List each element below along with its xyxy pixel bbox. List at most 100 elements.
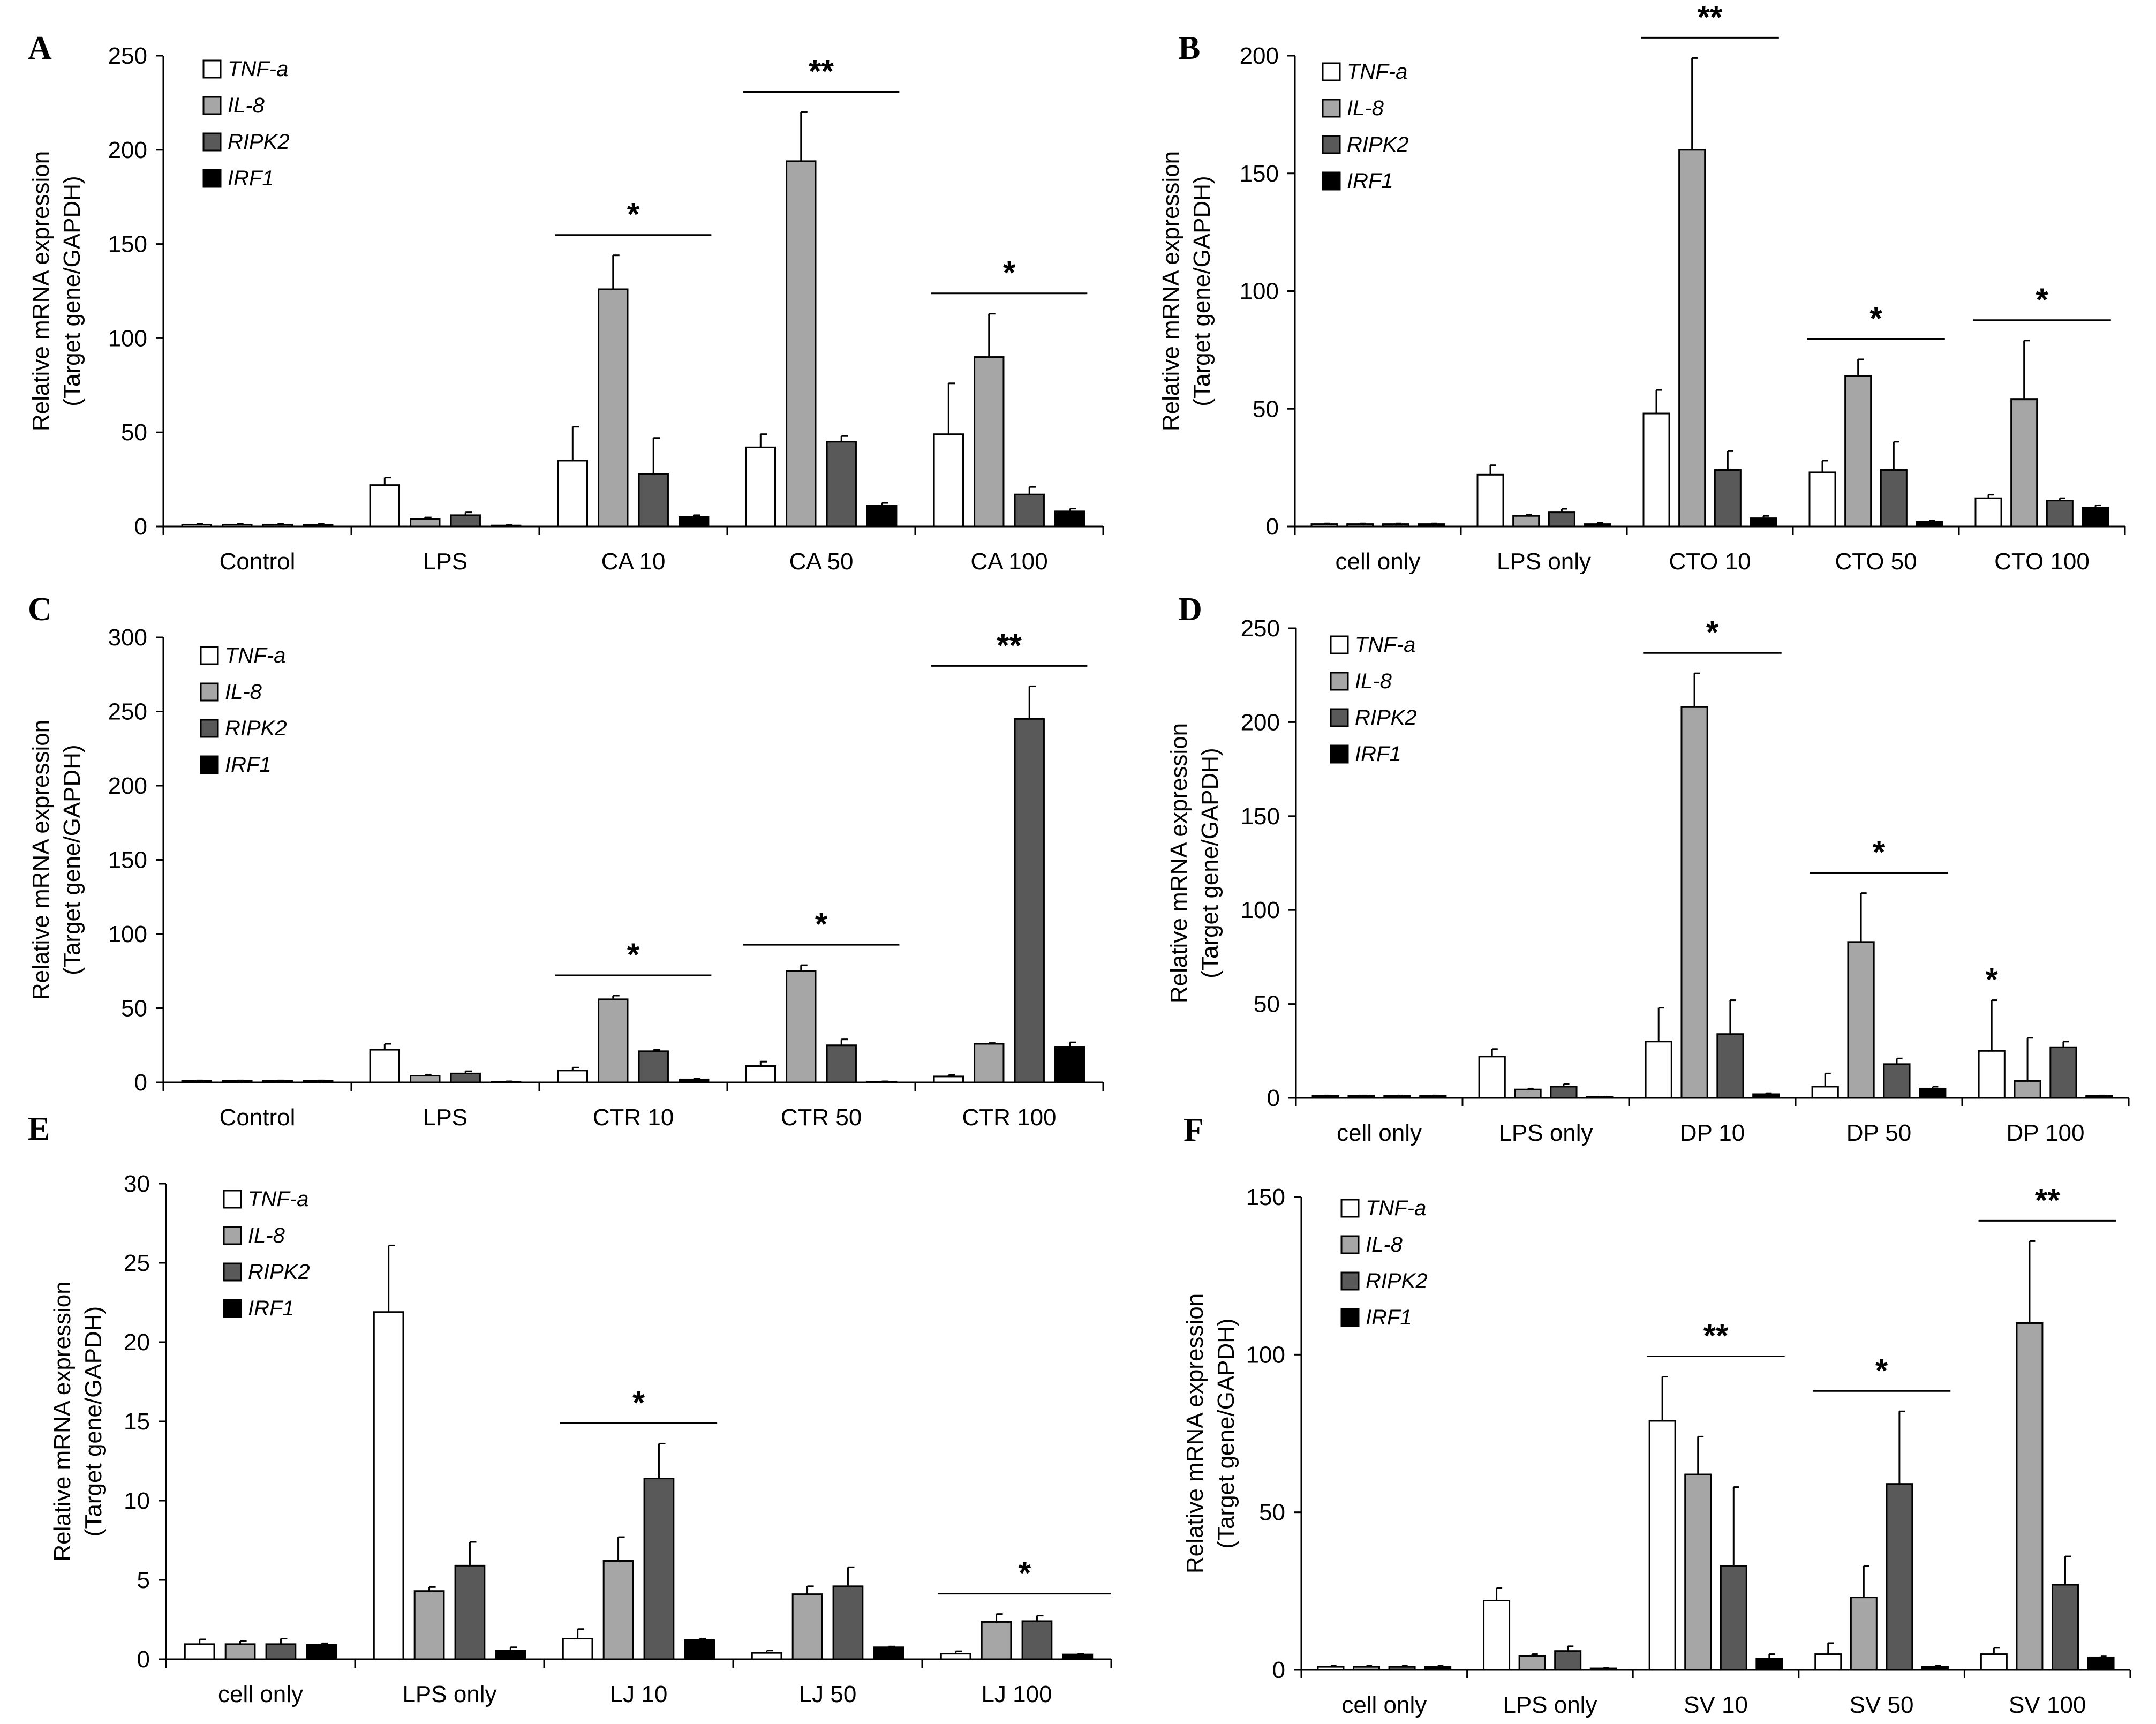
category-label: DP 50 bbox=[1846, 1120, 1912, 1146]
chart-panel-C: C Relative mRNA expression (Target gene/GA… bbox=[28, 591, 1104, 1131]
bar-IL-8-CTO-10 bbox=[1678, 149, 1706, 528]
y-tick-label: 150 bbox=[1246, 1184, 1285, 1210]
panel-letter: F bbox=[1183, 1112, 1204, 1148]
legend-swatch-IRF1 bbox=[1330, 744, 1349, 764]
legend-label: RIPK2 bbox=[248, 1260, 310, 1284]
bar-RIPK2-cell-only bbox=[1383, 1095, 1411, 1099]
category-label: cell only bbox=[1337, 1120, 1422, 1146]
bar-IL-8-LPS-only bbox=[1514, 1088, 1542, 1099]
category-label: DP 10 bbox=[1680, 1120, 1745, 1146]
bar-IRF1-cell-only bbox=[1424, 1666, 1452, 1671]
chart-panel-B: B Relative mRNA expression (Target gene/GA… bbox=[1158, 0, 2126, 575]
category-label: DP 100 bbox=[2007, 1120, 2085, 1146]
y-tick-label: 10 bbox=[124, 1488, 150, 1514]
significance-label: ** bbox=[1703, 1318, 1729, 1354]
bar-IRF1-DP-100 bbox=[2085, 1095, 2113, 1099]
legend-label: RIPK2 bbox=[1366, 1269, 1428, 1293]
bar-TNF-a-cell-only bbox=[1317, 1666, 1345, 1671]
category-label: SV 10 bbox=[1684, 1692, 1748, 1718]
legend-label: IL-8 bbox=[225, 680, 262, 704]
y-tick-label: 50 bbox=[1253, 396, 1279, 422]
y-axis-label-line2: (Target gene/GAPDH) bbox=[59, 744, 85, 975]
bar-TNF-a-SV-50 bbox=[1814, 1653, 1842, 1671]
bar-TNF-a-LPS-only bbox=[1483, 1599, 1511, 1671]
bar-RIPK2-SV-100 bbox=[2051, 1584, 2079, 1671]
bar-RIPK2-CTO-100 bbox=[2046, 500, 2074, 528]
bar-IL-8-CA-50 bbox=[786, 160, 817, 528]
panel-letter: D bbox=[1178, 591, 1202, 628]
bar-TNF-a-CTO-10 bbox=[1642, 412, 1670, 528]
bar-RIPK2-cell-only bbox=[265, 1643, 297, 1660]
category-label: LPS bbox=[423, 1104, 468, 1131]
bar-RIPK2-CA-10 bbox=[638, 473, 669, 528]
legend-swatch-RIPK2 bbox=[202, 132, 222, 152]
y-axis-label-line1: Relative mRNA expression bbox=[49, 1281, 76, 1561]
bar-IL-8-CA-100 bbox=[974, 356, 1005, 528]
category-label: Control bbox=[220, 548, 296, 575]
legend-swatch-TNF-a bbox=[202, 59, 222, 79]
legend-swatch-TNF-a bbox=[200, 646, 219, 665]
bar-IL-8-SV-10 bbox=[1684, 1473, 1712, 1671]
bar-IL-8-SV-100 bbox=[2016, 1322, 2044, 1671]
bar-IRF1-CTR-10 bbox=[678, 1078, 710, 1083]
bar-TNF-a-CA-100 bbox=[933, 433, 964, 528]
y-tick-label: 150 bbox=[1240, 161, 1279, 187]
bar-IRF1-SV-50 bbox=[1921, 1666, 1949, 1671]
bar-IL-8-SV-50 bbox=[1850, 1597, 1878, 1671]
y-tick-label: 150 bbox=[108, 847, 147, 874]
panel-letter: E bbox=[28, 1111, 50, 1147]
y-tick-label: 300 bbox=[108, 624, 147, 651]
legend-swatch-IRF1 bbox=[202, 169, 222, 188]
category-label: CTO 50 bbox=[1835, 548, 1917, 575]
legend-swatch-IL-8 bbox=[223, 1226, 242, 1245]
bar-RIPK2-CTR-100 bbox=[1014, 718, 1045, 1083]
y-tick-label: 250 bbox=[108, 43, 147, 69]
bar-RIPK2-DP-10 bbox=[1716, 1033, 1744, 1099]
bar-RIPK2-LPS-only bbox=[454, 1564, 486, 1660]
bar-IRF1-SV-10 bbox=[1755, 1658, 1783, 1671]
category-label: cell only bbox=[218, 1681, 303, 1707]
bar-IRF1-LPS-only bbox=[1584, 523, 1611, 528]
bar-RIPK2-CTR-50 bbox=[826, 1044, 857, 1083]
panel-letter: A bbox=[28, 30, 52, 66]
bar-RIPK2-LPS-only bbox=[1554, 1650, 1582, 1671]
bar-RIPK2-DP-50 bbox=[1883, 1063, 1911, 1099]
y-axis-label-line2: (Target gene/GAPDH) bbox=[1213, 1318, 1239, 1548]
category-label: Control bbox=[220, 1104, 296, 1131]
y-axis-label-line1: Relative mRNA expression bbox=[1182, 1293, 1208, 1574]
significance-label: ** bbox=[809, 53, 834, 89]
bar-IL-8-cell-only bbox=[224, 1643, 256, 1660]
y-tick-label: 0 bbox=[1272, 1657, 1285, 1683]
bar-RIPK2-LJ-100 bbox=[1021, 1620, 1053, 1660]
significance-label: * bbox=[627, 197, 640, 232]
bar-IRF1-CTO-50 bbox=[1916, 521, 1943, 528]
category-label: LPS only bbox=[1497, 548, 1591, 575]
legend-label: RIPK2 bbox=[225, 717, 287, 740]
legend-label: IRF1 bbox=[1355, 742, 1401, 766]
bar-IL-8-CTO-100 bbox=[2010, 398, 2038, 528]
bar-TNF-a-LJ-100 bbox=[940, 1653, 971, 1660]
bar-TNF-a-cell-only bbox=[1310, 523, 1338, 528]
bar-IRF1-Control bbox=[302, 523, 334, 528]
y-tick-label: 100 bbox=[108, 325, 147, 351]
bar-TNF-a-CTO-50 bbox=[1808, 471, 1836, 528]
bar-IRF1-SV-100 bbox=[2087, 1656, 2115, 1671]
y-tick-label: 0 bbox=[1267, 1085, 1280, 1111]
category-label: CTO 100 bbox=[1994, 548, 2090, 575]
legend-swatch-IRF1 bbox=[223, 1299, 242, 1318]
legend-swatch-IL-8 bbox=[1340, 1235, 1360, 1254]
bar-IL-8-LPS-only bbox=[1518, 1655, 1546, 1671]
y-tick-label: 250 bbox=[108, 699, 147, 725]
y-tick-label: 20 bbox=[124, 1329, 150, 1356]
bar-RIPK2-LPS bbox=[450, 1072, 481, 1083]
bar-TNF-a-DP-50 bbox=[1811, 1086, 1839, 1099]
y-axis-label-line1: Relative mRNA expression bbox=[1158, 151, 1184, 431]
bar-IL-8-cell-only bbox=[1346, 523, 1374, 528]
y-tick-label: 30 bbox=[124, 1171, 150, 1197]
y-axis-label-line2: (Target gene/GAPDH) bbox=[1197, 748, 1223, 978]
legend-swatch-RIPK2 bbox=[200, 719, 219, 738]
legend-label: IRF1 bbox=[228, 167, 274, 190]
bar-IRF1-LJ-10 bbox=[684, 1639, 715, 1660]
bar-RIPK2-CTR-10 bbox=[638, 1050, 669, 1083]
